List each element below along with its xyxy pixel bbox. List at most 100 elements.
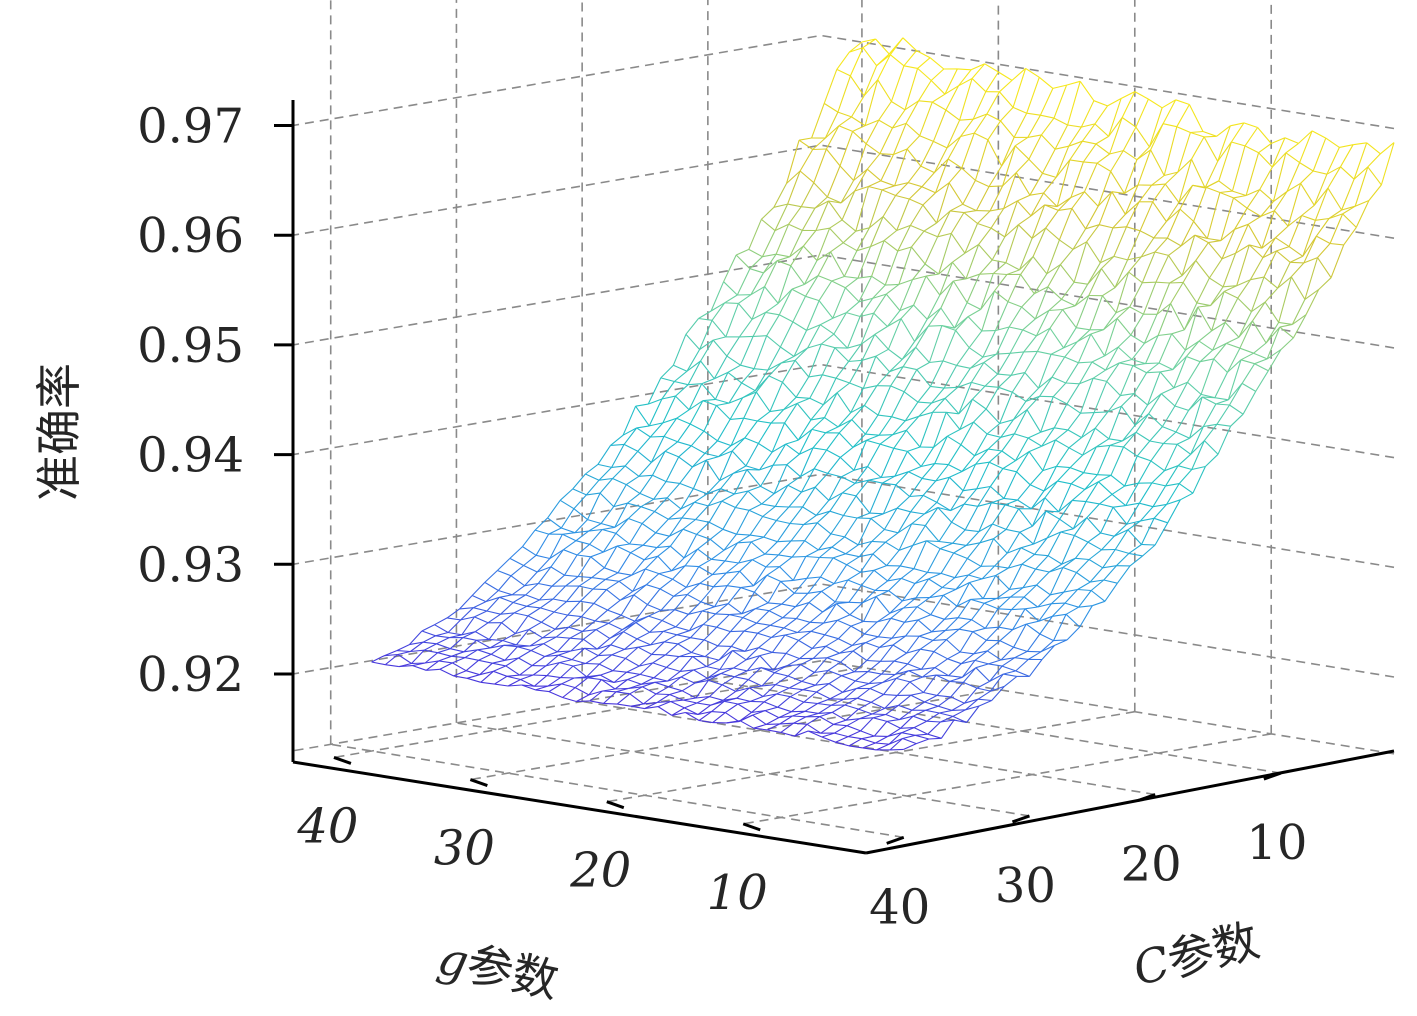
surface-mesh-line: [459, 595, 473, 610]
surface-mesh-line: [954, 316, 969, 329]
surface-mesh-line: [873, 569, 888, 582]
surface-mesh-line: [1166, 499, 1181, 505]
surface-mesh-line: [590, 551, 604, 558]
surface-mesh-line: [813, 148, 827, 183]
surface-mesh-line: [913, 568, 928, 573]
surface-mesh-line: [830, 242, 844, 253]
surface-mesh-line: [1004, 499, 1018, 506]
surface-mesh-line: [585, 473, 600, 481]
surface-mesh-line: [1071, 208, 1087, 230]
surface-mesh-line: [744, 420, 758, 439]
surface-mesh-line: [776, 256, 790, 262]
surface-mesh-line: [1049, 566, 1064, 573]
surface-mesh-line: [858, 276, 873, 303]
surface-mesh-line: [1031, 510, 1047, 527]
surface-mesh-line: [911, 513, 925, 525]
surface-mesh-line: [892, 429, 907, 436]
surface-mesh-line: [843, 495, 857, 516]
surface-mesh-line: [990, 673, 1004, 692]
surface-mesh-line: [763, 260, 778, 274]
surface-mesh-line: [806, 576, 821, 579]
surface-mesh-line: [879, 443, 894, 449]
surface-mesh-line: [865, 433, 880, 436]
surface-mesh-line: [799, 447, 814, 477]
surface-mesh-line: [930, 385, 945, 389]
surface-mesh-line: [1368, 184, 1382, 201]
surface-mesh-line: [1040, 117, 1055, 136]
surface-mesh-line: [915, 346, 930, 363]
surface-mesh-line: [943, 588, 957, 596]
surface-mesh-line: [1041, 439, 1056, 447]
surface-mesh-line: [852, 642, 867, 652]
surface-mesh-line: [813, 182, 828, 198]
surface-mesh-line: [757, 411, 771, 422]
surface-mesh-line: [606, 580, 620, 591]
surface-mesh-line: [948, 663, 962, 677]
surface-mesh-line: [724, 560, 739, 564]
surface-mesh-line: [988, 663, 1003, 667]
surface-mesh-line: [977, 486, 991, 507]
surface-mesh-line: [1061, 535, 1075, 565]
surface-mesh-line: [835, 361, 850, 379]
surface-mesh-line: [1159, 371, 1175, 389]
surface-mesh-line: [477, 649, 492, 655]
surface-mesh-line: [839, 446, 854, 458]
surface-mesh-line: [1174, 382, 1188, 407]
surface-mesh-line: [792, 715, 807, 718]
surface-mesh-line: [810, 417, 825, 421]
surface-mesh-line: [1061, 281, 1075, 300]
surface-mesh-line: [910, 694, 925, 703]
surface-mesh-line: [526, 605, 541, 609]
surface-mesh-line: [1110, 150, 1124, 172]
surface-mesh-line: [961, 659, 976, 665]
surface-mesh-line: [523, 554, 537, 566]
surface-mesh-line: [845, 708, 859, 721]
surface-mesh-line: [844, 275, 858, 279]
surface-mesh-line: [792, 296, 806, 323]
surface-mesh-line: [852, 439, 867, 448]
surface-mesh-line: [965, 529, 979, 533]
surface-mesh-line: [640, 498, 654, 508]
surface-mesh-line: [882, 216, 898, 231]
surface-mesh-line: [629, 693, 644, 705]
surface-mesh-line: [1158, 333, 1173, 364]
surface-mesh-line: [750, 534, 764, 538]
surface-mesh-line: [451, 655, 466, 659]
surface-mesh-line: [932, 639, 947, 641]
surface-mesh-line: [497, 558, 511, 571]
surface-mesh-line: [789, 230, 803, 258]
surface-mesh-line: [555, 626, 570, 638]
surface-mesh-line: [579, 588, 594, 602]
surface-mesh-line: [880, 448, 895, 478]
surface-mesh-line: [1063, 327, 1077, 349]
surface-mesh-line: [497, 575, 512, 591]
surface-mesh-line: [776, 519, 791, 525]
surface-mesh-line: [1129, 282, 1143, 308]
surface-mesh-line: [744, 647, 759, 652]
surface-mesh-line: [1039, 376, 1053, 397]
surface-mesh-line: [873, 312, 888, 327]
surface-mesh-line: [733, 469, 748, 474]
surface-mesh-line: [698, 566, 713, 576]
surface-mesh-line: [787, 484, 802, 493]
surface-mesh-line: [541, 621, 556, 630]
surface-mesh-line: [1000, 433, 1015, 438]
surface-mesh-line: [1086, 503, 1100, 518]
surface-mesh-line: [989, 468, 1004, 487]
surface-mesh-line: [869, 682, 883, 689]
surface-mesh-line: [993, 272, 1007, 276]
surface-mesh-line: [1094, 411, 1109, 429]
surface-mesh-line: [666, 656, 680, 668]
surface-mesh-line: [680, 676, 696, 684]
surface-mesh-line: [978, 502, 992, 532]
surface-mesh-line: [785, 439, 799, 445]
surface-mesh-line: [958, 69, 972, 87]
surface-mesh-line: [906, 648, 921, 654]
surface-mesh-line: [1081, 412, 1095, 438]
surface-mesh-line: [1238, 311, 1252, 338]
surface-mesh-line: [706, 665, 721, 671]
surface-mesh-line: [1101, 535, 1115, 551]
surface-mesh-line: [1177, 132, 1191, 173]
surface-mesh-line: [1190, 130, 1204, 134]
surface-mesh-line: [840, 190, 856, 204]
